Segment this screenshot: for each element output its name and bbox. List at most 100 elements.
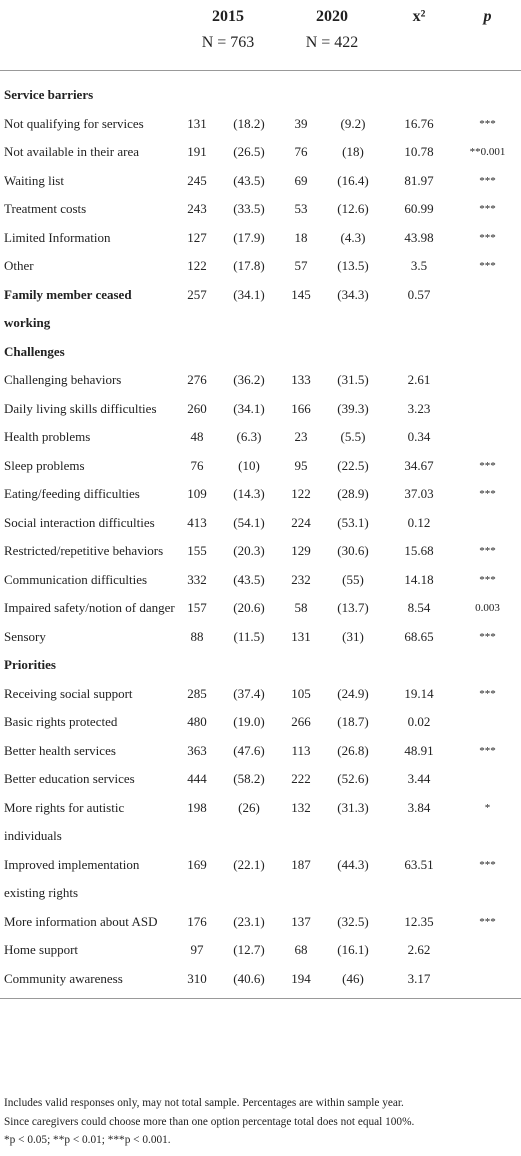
row-label: Other (4, 258, 34, 273)
cell: 3.44 (407, 771, 431, 786)
cell: 60.99 (404, 201, 434, 216)
cell: (6.3) (236, 429, 262, 444)
cell: (36.2) (233, 372, 265, 387)
table-row: Eating/feeding difficulties 109 (14.3) 122 (… (0, 480, 521, 509)
cell: 363 (187, 742, 207, 758)
cell: 245 (187, 172, 207, 188)
cell: (33.5) (233, 201, 265, 216)
cell: (10) (238, 457, 260, 473)
cell: 260 (187, 400, 207, 416)
cell: 48 (190, 429, 204, 444)
cell (218, 338, 280, 367)
cell: (44.3) (337, 856, 369, 872)
footnote-line: Includes valid responses only, may not t… (4, 1097, 404, 1109)
table-row: Communication difficulties 332 (43.5) 232 (5… (0, 566, 521, 595)
table-row: Restricted/repetitive behaviors 155 (20.3)… (0, 537, 521, 566)
cell: 257 (187, 286, 207, 302)
cell (384, 338, 454, 367)
cell: 480 (187, 714, 207, 729)
cell: 109 (187, 486, 207, 501)
cell: (16.1) (337, 942, 369, 957)
cell: 122 (291, 486, 311, 501)
cell: 133 (291, 372, 311, 387)
cell: 194 (280, 964, 322, 999)
cell: (28.9) (337, 486, 369, 501)
table-row: Waiting list 245 (43.5) 69 (16.4) 81.97 *** (0, 167, 521, 196)
cell (280, 651, 322, 680)
cell (454, 651, 521, 680)
table-row: More rights for autistic individuals 198 (… (0, 794, 521, 851)
cell: *** (479, 915, 496, 928)
table-row: Basic rights protected 480 (19.0) 266 (18.7)… (0, 708, 521, 737)
cell: 3.17 (384, 964, 454, 999)
header-cell: p (483, 8, 492, 25)
table-row: Improved implementation existing rights 1… (0, 851, 521, 908)
cell (454, 509, 521, 538)
row-label: Better education services (4, 771, 135, 786)
cell: 0.003 (475, 602, 500, 614)
table-row: Health problems 48 (6.3) 23 (5.5) 0.34 (0, 423, 521, 452)
cell: (31.5) (337, 372, 369, 387)
cell: 88 (190, 628, 204, 644)
cell (454, 366, 521, 395)
cell (322, 338, 384, 367)
cell: 69 (294, 172, 308, 188)
cell: (24.9) (337, 685, 369, 701)
table-row: Community awareness 310 (40.6) 194 (46) 3.17 (0, 964, 521, 999)
cell: 53 (294, 201, 308, 216)
cell: 3.5 (410, 258, 428, 273)
table-body: Service barriers Not qualifying for servi… (0, 71, 521, 999)
cell (454, 71, 521, 110)
cell: (34.1) (233, 286, 265, 302)
row-label: Home support (4, 942, 79, 957)
cell: 444 (187, 771, 207, 786)
footnote: Includes valid responses only, may not t… (4, 1094, 519, 1150)
header-cell (0, 34, 176, 71)
footnote-line: Since caregivers could choose more than … (4, 1115, 415, 1128)
row-label: More rights for autistic individuals (4, 799, 125, 844)
cell: 48.91 (404, 742, 434, 758)
cell (454, 395, 521, 424)
row-label: Communication difficulties (4, 571, 148, 587)
cell (280, 338, 322, 367)
cell: 16.76 (404, 115, 434, 131)
cell: 3.23 (407, 400, 431, 416)
row-label: Priorities (4, 657, 56, 672)
table-row: More information about ASD 176 (23.1) 137 (3… (0, 908, 521, 937)
row-label: More information about ASD (4, 913, 158, 929)
cell: 57 (294, 258, 308, 273)
cell: (20.6) (233, 600, 265, 615)
cell: 37.03 (404, 486, 434, 501)
cell: (12.7) (233, 942, 265, 957)
table-row: Receiving social support 285 (37.4) 105 (24.… (0, 680, 521, 709)
cell: (43.5) (233, 172, 265, 188)
cell (280, 71, 322, 110)
row-label: Sleep problems (4, 457, 85, 473)
cell: 10.78 (404, 144, 434, 159)
cell (454, 281, 521, 338)
table-row: Service barriers (0, 71, 521, 110)
cell: 137 (291, 913, 311, 929)
cell: 34.67 (404, 457, 434, 473)
table-row: Other 122 (17.8) 57 (13.5) 3.5 *** (0, 252, 521, 281)
cell: 243 (187, 201, 207, 216)
cell: 145 (291, 286, 311, 302)
cell: 222 (291, 771, 311, 786)
cell: 285 (187, 685, 207, 701)
cell: 413 (187, 514, 207, 530)
cell: 129 (291, 543, 311, 558)
cell: 198 (187, 799, 207, 815)
row-label: Receiving social support (4, 685, 133, 701)
cell: *** (479, 744, 496, 757)
cell: 105 (291, 685, 311, 701)
cell: 176 (187, 913, 207, 929)
cell: 332 (187, 571, 207, 587)
row-label: Restricted/repetitive behaviors (4, 543, 164, 558)
cell: (46) (322, 964, 384, 999)
table-row: Social interaction difficulties 413 (54.1)… (0, 509, 521, 538)
cell: 2.61 (407, 372, 431, 387)
table-row: Sensory 88 (11.5) 131 (31) 68.65 *** (0, 623, 521, 652)
cell: *** (479, 231, 496, 244)
cell: (17.8) (233, 258, 265, 273)
